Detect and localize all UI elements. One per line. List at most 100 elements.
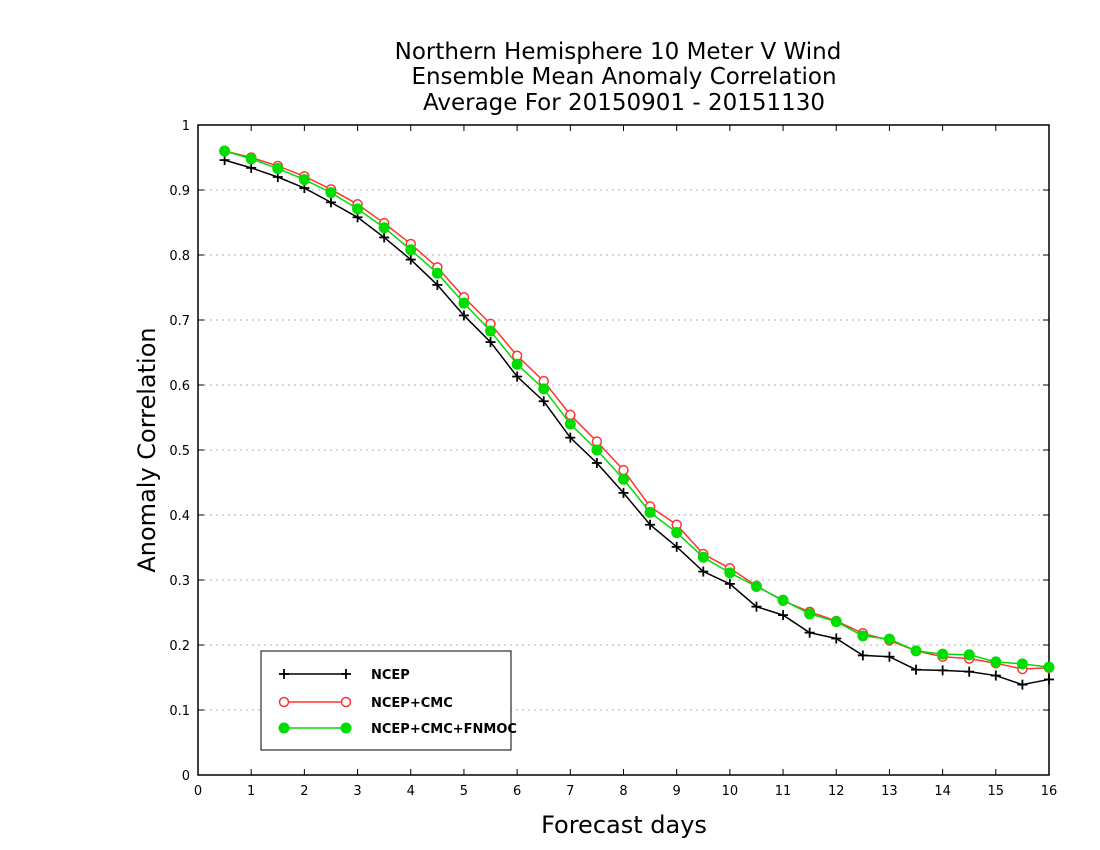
x-tick-label: 11: [775, 784, 792, 799]
x-tick-label: 4: [407, 784, 415, 799]
data-point: [645, 519, 656, 530]
data-point: [565, 409, 576, 421]
data-point: [778, 610, 789, 621]
data-point: [458, 297, 470, 309]
title-line-2: Ensemble Mean Anomaly Correlation: [411, 64, 836, 90]
data-point: [1017, 679, 1028, 690]
data-point: [352, 203, 364, 215]
data-point: [378, 222, 390, 234]
data-point: [565, 432, 576, 443]
x-tick-label: 14: [934, 784, 951, 799]
data-point: [246, 162, 257, 173]
x-tick-label: 7: [566, 784, 574, 799]
legend-marker: [340, 696, 352, 708]
legend-box: [260, 650, 512, 751]
data-point: [511, 358, 523, 370]
series-ncep: [219, 155, 1054, 690]
x-tick-label: 1: [247, 784, 255, 799]
series-line: [224, 150, 1050, 668]
title-line-3: Average For 20150901 - 20151130: [423, 90, 825, 116]
legend-marker: [278, 696, 290, 708]
legend-marker: [341, 669, 351, 679]
data-point: [857, 650, 868, 661]
data-point: [1044, 674, 1054, 685]
data-point: [911, 664, 922, 675]
data-point: [963, 649, 975, 661]
data-point: [750, 581, 762, 592]
legend-label: NCEP: [371, 668, 410, 683]
y-tick-label: 0.5: [169, 444, 190, 459]
data-point: [1016, 658, 1028, 670]
x-tick-label: 3: [353, 784, 361, 799]
data-point: [432, 279, 443, 290]
data-point: [272, 163, 284, 175]
legend-item: NCEP+CMC: [278, 696, 453, 711]
data-point: [325, 187, 337, 199]
data-point: [698, 566, 709, 577]
x-tick-label: 15: [988, 784, 1005, 799]
data-point: [724, 578, 735, 589]
data-point: [964, 666, 975, 677]
y-tick-label: 0.3: [169, 574, 190, 589]
data-point: [458, 310, 469, 321]
data-point: [405, 244, 417, 256]
x-tick-label: 8: [619, 784, 627, 799]
data-point: [618, 487, 629, 498]
data-point: [1043, 661, 1055, 673]
data-point: [671, 527, 683, 539]
data-point: [804, 627, 815, 638]
x-tick-label: 6: [513, 784, 521, 799]
y-tick-label: 0.8: [169, 249, 190, 264]
y-tick-label: 0.4: [169, 509, 190, 524]
data-point: [219, 145, 231, 157]
axis-ticks: 00.10.20.30.40.50.60.70.80.910 1 2 3 4 5 6 7 8 9 1…: [169, 119, 1057, 799]
data-point: [298, 174, 310, 186]
legend-item: NCEP+CMC+FNMOC: [278, 722, 517, 737]
data-point: [591, 458, 602, 468]
x-tick-label: 13: [881, 784, 898, 799]
data-point: [325, 197, 336, 208]
y-tick-label: 1: [182, 119, 190, 134]
data-point: [990, 656, 1002, 668]
data-point: [883, 633, 895, 645]
legend-marker: [340, 722, 352, 734]
x-tick-label: 2: [300, 784, 308, 799]
legend-label: NCEP+CMC: [371, 696, 453, 711]
y-tick-label: 0: [182, 769, 190, 784]
data-point: [618, 473, 629, 485]
data-point: [405, 254, 416, 265]
data-point: [219, 155, 230, 166]
data-point: [724, 567, 736, 579]
data-point: [564, 418, 576, 430]
data-point: [884, 651, 895, 662]
data-point: [937, 648, 949, 660]
legend-item: NCEP: [279, 668, 410, 683]
series-ncep-cmc: [219, 145, 1055, 675]
series-line: [224, 150, 1050, 670]
x-tick-label: 10: [722, 784, 739, 799]
data-point: [379, 232, 390, 243]
title-line-1: Northern Hemisphere 10 Meter V Wind: [395, 39, 842, 65]
data-point: [910, 645, 922, 657]
x-tick-label: 9: [673, 784, 681, 799]
legend: NCEP NCEP+CMC NCEP+CMC+FNMOC: [260, 650, 517, 751]
series-ncep-cmc-fnmoc: [219, 145, 1055, 673]
data-point: [804, 608, 816, 620]
data-point: [830, 616, 842, 628]
grid-lines: [198, 189, 1049, 711]
series-line: [224, 159, 1050, 686]
data-point: [751, 601, 762, 612]
data-point: [591, 444, 603, 456]
y-tick-label: 0.9: [169, 184, 190, 199]
y-tick-label: 0.2: [169, 639, 190, 654]
data-point: [245, 153, 257, 165]
data-point: [644, 506, 656, 518]
x-tick-label: 0: [194, 784, 202, 799]
legend-marker: [279, 669, 289, 679]
data-point: [431, 267, 443, 279]
data-point: [990, 670, 1001, 681]
data-point: [831, 633, 842, 644]
y-tick-label: 0.1: [169, 704, 190, 719]
legend-items: NCEP NCEP+CMC NCEP+CMC+FNMOC: [278, 668, 517, 737]
